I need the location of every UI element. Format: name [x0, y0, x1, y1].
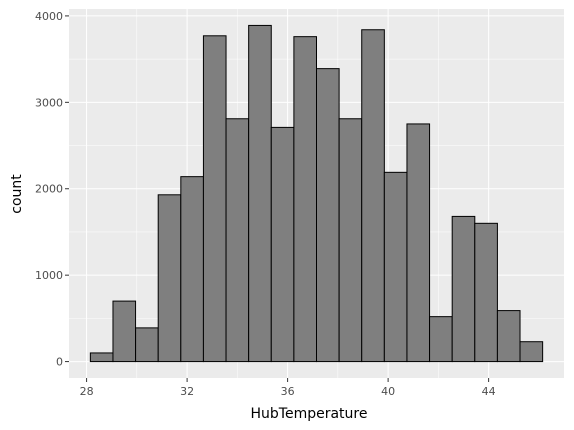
- histogram-bars: [89, 24, 544, 363]
- histogram-bar: [225, 118, 250, 363]
- histogram-bar: [293, 36, 317, 363]
- histogram-bar: [519, 341, 544, 363]
- histogram-bar: [474, 222, 498, 363]
- y-axis-title: count: [9, 174, 25, 214]
- histogram-bar: [202, 35, 227, 363]
- x-tick-label: 40: [381, 385, 395, 398]
- x-tick-label: 32: [180, 385, 194, 398]
- histogram-bar: [89, 352, 114, 363]
- histogram-bar: [112, 300, 137, 363]
- histogram-bar: [383, 171, 408, 363]
- histogram-bar: [180, 176, 204, 363]
- y-tick-label: 2000: [35, 183, 63, 196]
- x-tick-label: 28: [80, 385, 94, 398]
- histogram-bar: [248, 24, 272, 363]
- x-axis-title: HubTemperature: [251, 406, 368, 422]
- histogram-bar: [496, 310, 521, 363]
- x-tick-label: 44: [482, 385, 496, 398]
- y-tick-label: 4000: [35, 10, 63, 23]
- histogram-bar: [361, 29, 385, 363]
- y-tick-label: 1000: [35, 269, 63, 282]
- histogram-bar: [451, 215, 476, 363]
- histogram-bar: [316, 68, 340, 363]
- y-tick-label: 3000: [35, 96, 63, 109]
- histogram-bar: [135, 327, 159, 363]
- histogram-bar: [429, 316, 453, 363]
- x-axis: 28 32 36 40 44: [80, 378, 496, 398]
- y-tick-label: 0: [56, 356, 63, 369]
- histogram-bar: [338, 118, 363, 363]
- histogram-bar: [406, 123, 431, 363]
- y-axis: 0 1000 2000 3000 4000: [35, 10, 69, 369]
- histogram-bar: [157, 194, 182, 363]
- x-tick-label: 36: [281, 385, 295, 398]
- histogram-bar: [270, 126, 295, 363]
